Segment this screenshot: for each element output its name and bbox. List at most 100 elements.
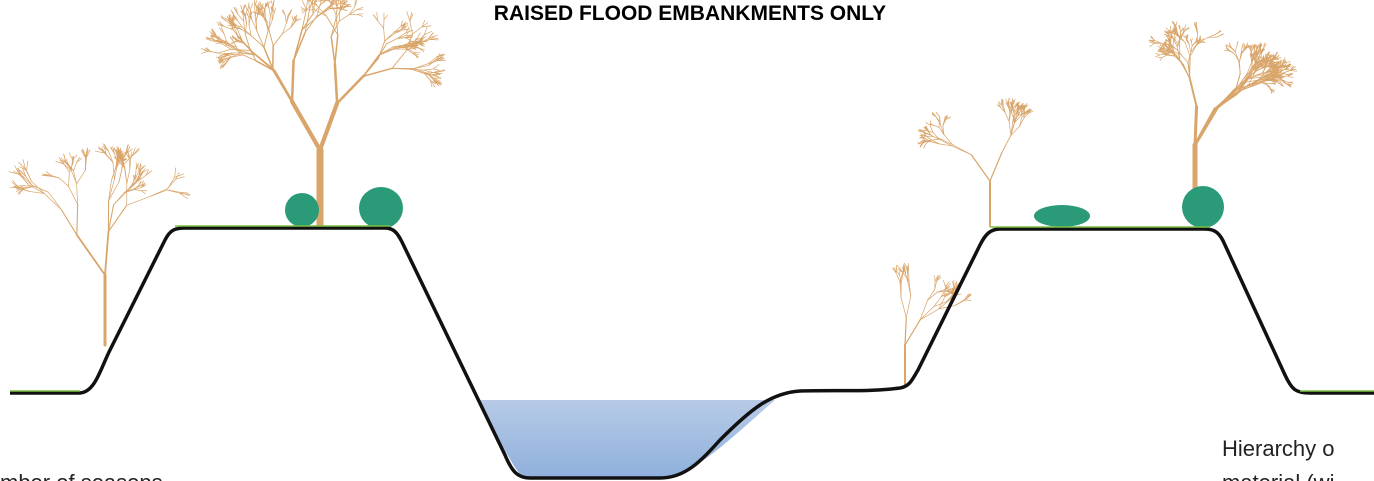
branch bbox=[1160, 58, 1162, 61]
branch bbox=[900, 268, 901, 274]
branch bbox=[1217, 89, 1235, 108]
branch bbox=[358, 14, 363, 16]
annotation: material (wi bbox=[1222, 470, 1334, 481]
branch bbox=[1195, 109, 1217, 145]
branch bbox=[264, 31, 268, 47]
branch bbox=[384, 15, 387, 19]
branch bbox=[932, 136, 941, 139]
branch bbox=[1235, 46, 1237, 52]
branch bbox=[105, 232, 108, 275]
branch bbox=[936, 112, 939, 116]
branch bbox=[269, 8, 271, 16]
branch bbox=[414, 52, 418, 58]
branch bbox=[273, 69, 292, 102]
branch bbox=[127, 196, 150, 205]
branch bbox=[245, 9, 247, 15]
branch bbox=[350, 6, 355, 14]
annotation: Hierarchy o bbox=[1222, 436, 1334, 461]
branch bbox=[1192, 42, 1196, 46]
branch bbox=[130, 159, 131, 170]
branch bbox=[119, 168, 122, 182]
branch bbox=[1217, 34, 1222, 37]
diagram: RAISED FLOOD EMBANKMENTS ONLY mber of se… bbox=[0, 0, 1374, 481]
grass bbox=[10, 226, 1374, 391]
branch bbox=[77, 184, 78, 205]
branch bbox=[971, 155, 990, 181]
branch bbox=[1002, 135, 1011, 152]
branch bbox=[905, 318, 906, 345]
branch bbox=[77, 170, 86, 184]
branch bbox=[336, 1, 337, 8]
branch bbox=[27, 170, 32, 181]
branch bbox=[1173, 40, 1174, 46]
branch bbox=[250, 4, 252, 11]
branch bbox=[274, 8, 276, 13]
branch bbox=[139, 182, 142, 185]
branch bbox=[294, 32, 306, 60]
branch bbox=[69, 153, 72, 160]
branch bbox=[175, 174, 184, 177]
branch bbox=[69, 172, 70, 186]
branch bbox=[955, 300, 966, 306]
branch bbox=[74, 162, 77, 171]
branch bbox=[285, 15, 286, 23]
branch bbox=[108, 151, 112, 162]
branch bbox=[424, 69, 433, 70]
branch bbox=[320, 103, 337, 150]
branch bbox=[201, 51, 208, 53]
branch bbox=[316, 0, 325, 1]
branch bbox=[410, 21, 413, 34]
branch bbox=[242, 30, 251, 36]
branch bbox=[407, 11, 410, 21]
branch bbox=[137, 165, 139, 171]
branch bbox=[398, 33, 406, 39]
branch bbox=[77, 204, 78, 234]
branch bbox=[168, 179, 176, 188]
branch bbox=[292, 101, 320, 150]
branch bbox=[134, 190, 141, 191]
branch bbox=[906, 296, 911, 317]
annotation: mber of seasons bbox=[0, 470, 163, 481]
branch bbox=[935, 276, 936, 281]
branch bbox=[124, 166, 127, 183]
branch bbox=[257, 31, 264, 47]
branch bbox=[905, 320, 920, 345]
branch bbox=[943, 280, 945, 286]
branch bbox=[1181, 55, 1188, 63]
branch bbox=[209, 51, 219, 53]
branch bbox=[69, 186, 78, 204]
branch bbox=[433, 65, 439, 69]
branch bbox=[27, 161, 28, 170]
branch bbox=[1288, 82, 1293, 83]
branch bbox=[1162, 55, 1167, 58]
branch bbox=[990, 153, 1002, 181]
branch bbox=[1013, 107, 1014, 113]
branch bbox=[1150, 43, 1154, 46]
branch bbox=[386, 39, 397, 44]
branch bbox=[377, 20, 383, 28]
branch bbox=[1155, 55, 1159, 57]
branch bbox=[1190, 39, 1191, 41]
branch bbox=[350, 10, 357, 15]
branch bbox=[1229, 51, 1234, 54]
title: RAISED FLOOD EMBANKMENTS ONLY bbox=[494, 2, 886, 25]
branch bbox=[414, 52, 421, 53]
branch bbox=[127, 170, 130, 184]
branch bbox=[77, 235, 105, 275]
branch bbox=[1156, 53, 1160, 55]
branch bbox=[1195, 107, 1197, 145]
branch bbox=[433, 69, 439, 70]
branch bbox=[292, 16, 293, 20]
branch bbox=[339, 14, 349, 21]
branch bbox=[392, 51, 406, 69]
branch bbox=[1181, 28, 1183, 32]
shrubs bbox=[285, 186, 1224, 229]
branch bbox=[292, 61, 293, 102]
trees bbox=[9, 0, 1297, 385]
branch bbox=[378, 44, 386, 58]
branch bbox=[1166, 28, 1170, 32]
branch bbox=[385, 33, 395, 41]
branch bbox=[131, 152, 132, 159]
branch bbox=[114, 192, 125, 204]
branch bbox=[335, 35, 338, 64]
